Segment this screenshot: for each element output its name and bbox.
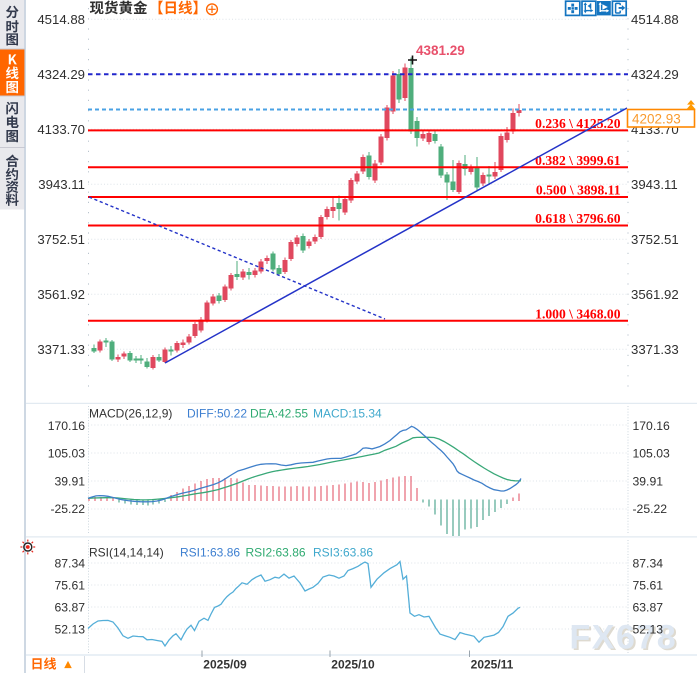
svg-text:52.13: 52.13 — [55, 622, 86, 636]
svg-text:0.500 \ 3898.11: 0.500 \ 3898.11 — [536, 183, 621, 198]
svg-text:4514.88: 4514.88 — [631, 12, 679, 27]
svg-text:RSI(14,14,14): RSI(14,14,14) — [89, 546, 164, 560]
svg-text:4324.29: 4324.29 — [631, 67, 679, 82]
svg-text:RSI1:63.86: RSI1:63.86 — [180, 546, 240, 560]
svg-text:3752.51: 3752.51 — [631, 232, 679, 247]
svg-text:MACD(26,12,9): MACD(26,12,9) — [89, 407, 172, 421]
svg-text:4133.70: 4133.70 — [37, 122, 85, 137]
svg-text:-25.22: -25.22 — [50, 502, 85, 516]
svg-text:39.91: 39.91 — [633, 474, 664, 488]
svg-text:0.382 \ 3999.61: 0.382 \ 3999.61 — [535, 153, 621, 168]
svg-text:MACD:15.34: MACD:15.34 — [313, 407, 382, 421]
svg-text:4514.88: 4514.88 — [37, 12, 85, 27]
svg-text:FX678: FX678 — [572, 620, 680, 658]
svg-text:2025/11: 2025/11 — [471, 658, 514, 672]
svg-text:63.87: 63.87 — [633, 600, 664, 614]
svg-text:105.03: 105.03 — [48, 447, 85, 461]
svg-text:RSI3:63.86: RSI3:63.86 — [313, 546, 373, 560]
svg-text:2025/09: 2025/09 — [203, 658, 247, 672]
svg-text:3561.92: 3561.92 — [631, 287, 679, 302]
svg-text:4381.29: 4381.29 — [416, 43, 465, 58]
svg-text:0.236 \ 4125.20: 0.236 \ 4125.20 — [535, 116, 621, 131]
svg-text:1.000 \ 3468.00: 1.000 \ 3468.00 — [535, 306, 621, 321]
svg-text:3371.33: 3371.33 — [37, 342, 85, 357]
svg-text:FX678: FX678 — [570, 619, 678, 657]
svg-text:DEA:42.55: DEA:42.55 — [250, 407, 308, 421]
svg-text:52.13: 52.13 — [633, 622, 664, 636]
svg-text:87.34: 87.34 — [633, 556, 664, 570]
svg-text:3943.11: 3943.11 — [631, 177, 678, 192]
svg-text:2025/10: 2025/10 — [331, 658, 375, 672]
svg-text:75.61: 75.61 — [633, 578, 664, 592]
svg-text:105.03: 105.03 — [633, 447, 670, 461]
svg-text:170.16: 170.16 — [48, 419, 85, 433]
svg-text:4324.29: 4324.29 — [37, 67, 85, 82]
svg-text:RSI2:63.86: RSI2:63.86 — [246, 546, 306, 560]
svg-text:0.618 \ 3796.60: 0.618 \ 3796.60 — [535, 211, 621, 226]
svg-text:4202.93: 4202.93 — [632, 112, 681, 127]
svg-text:63.87: 63.87 — [55, 600, 86, 614]
svg-text:3752.51: 3752.51 — [37, 232, 85, 247]
svg-text:3371.33: 3371.33 — [631, 342, 679, 357]
svg-text:DIFF:50.22: DIFF:50.22 — [187, 407, 247, 421]
svg-text:-25.22: -25.22 — [633, 502, 668, 516]
svg-text:87.34: 87.34 — [55, 556, 86, 570]
svg-text:3943.11: 3943.11 — [38, 177, 85, 192]
svg-text:75.61: 75.61 — [55, 578, 86, 592]
svg-text:39.91: 39.91 — [55, 474, 86, 488]
svg-text:3561.92: 3561.92 — [37, 287, 85, 302]
svg-text:170.16: 170.16 — [633, 419, 670, 433]
